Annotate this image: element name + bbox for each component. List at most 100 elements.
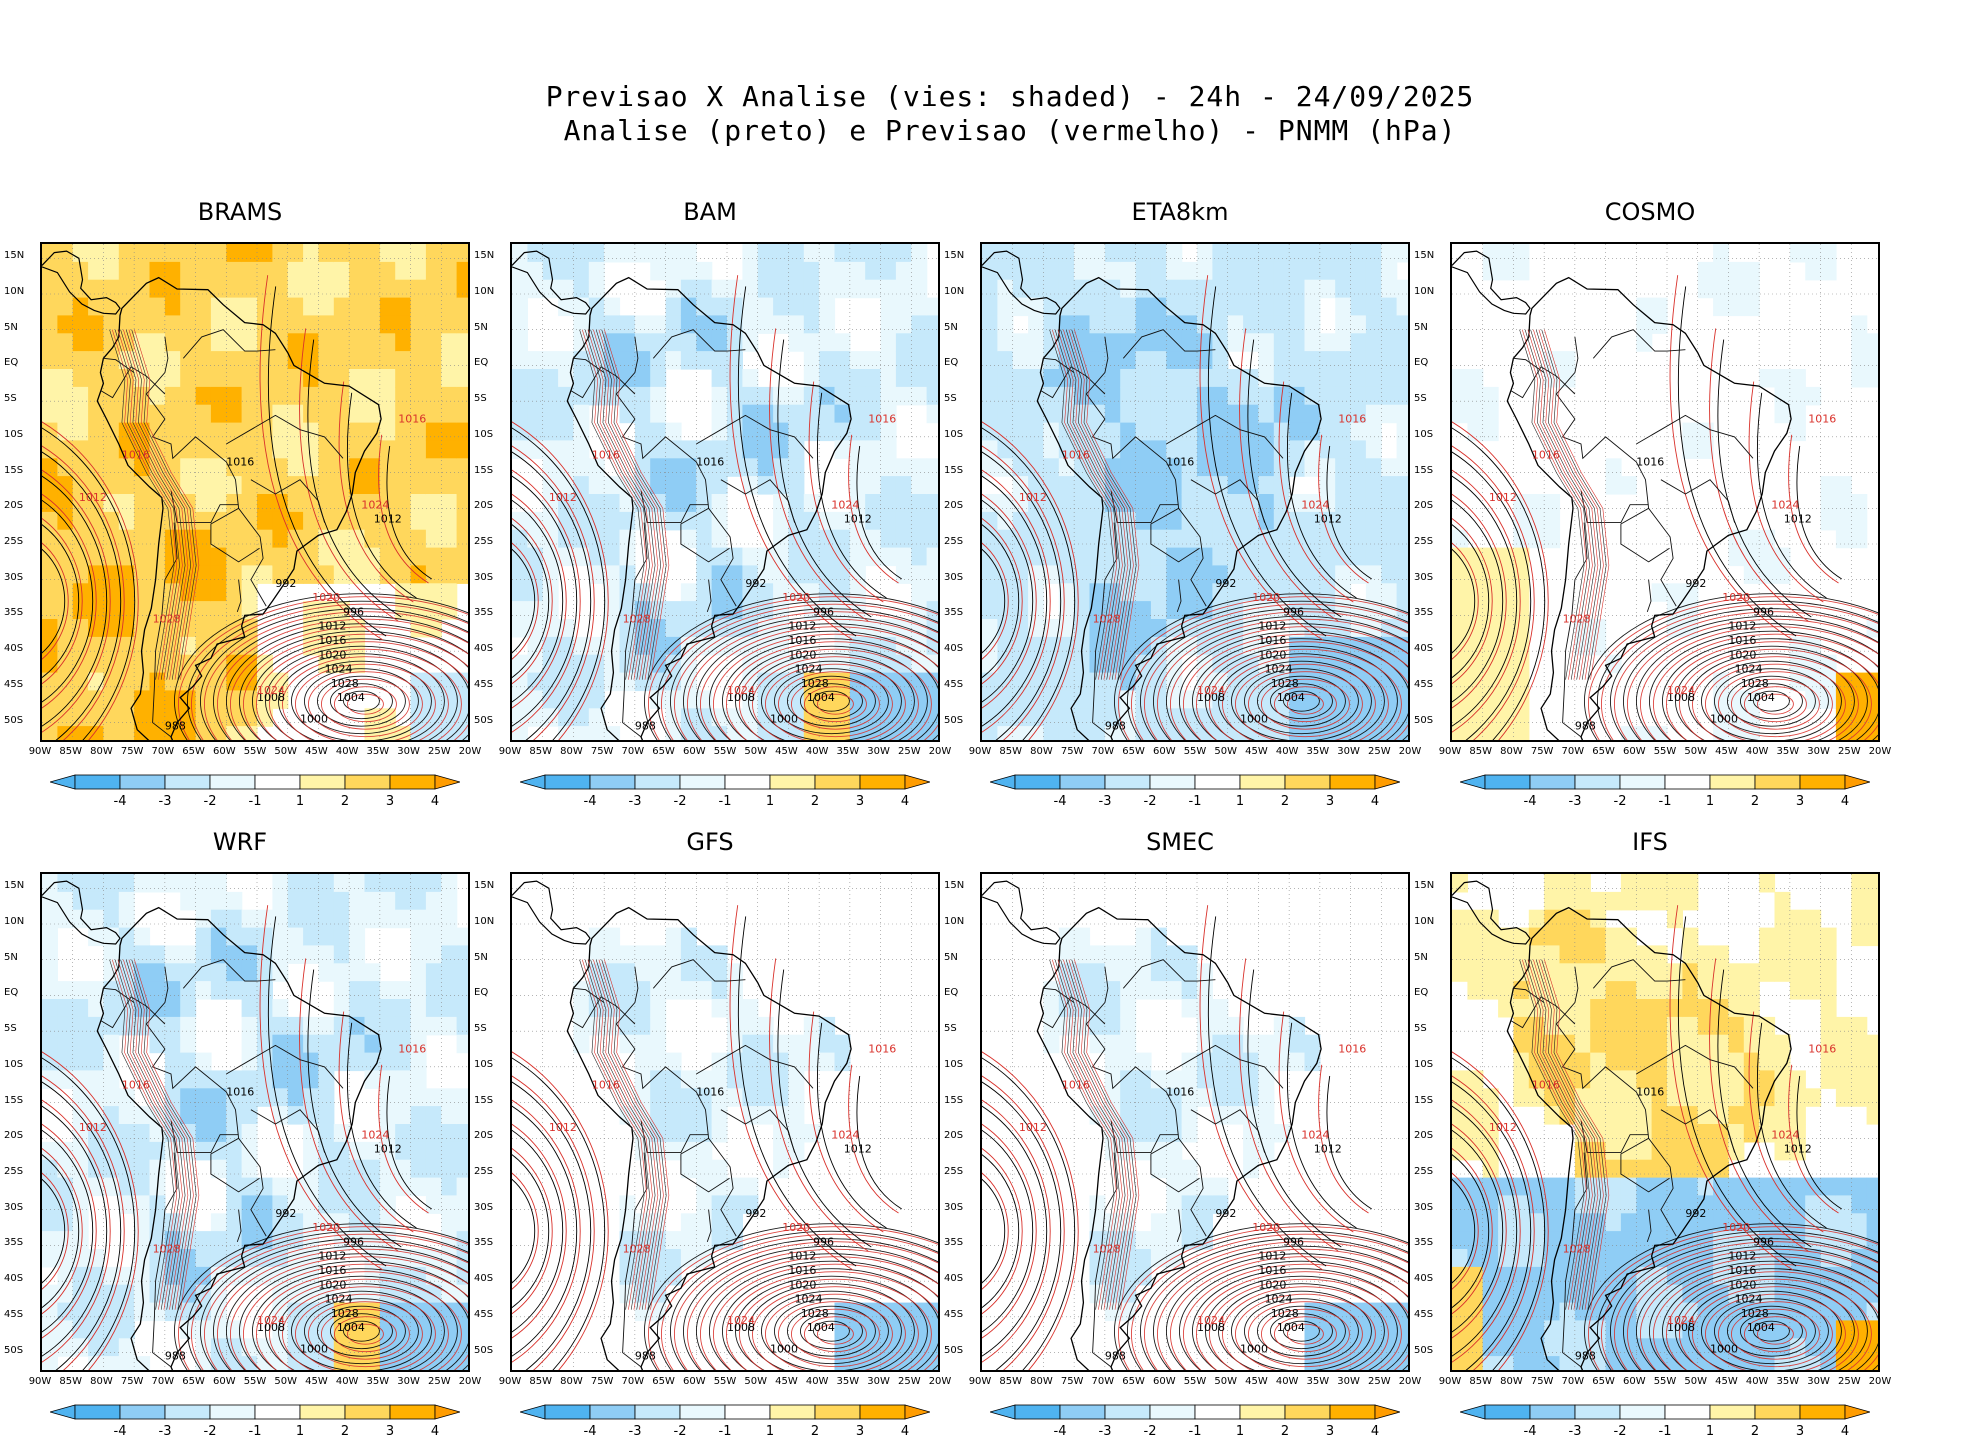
- colorbar-label: -2: [1144, 1424, 1157, 1439]
- analysis-isobar-label: 1000: [1240, 1343, 1268, 1356]
- latitude-label: 25S: [474, 1166, 493, 1177]
- longitude-label: 40W: [1276, 1376, 1299, 1387]
- analysis-isobar-label: 996: [813, 1235, 834, 1248]
- longitude-label: 60W: [683, 746, 706, 757]
- longitude-label: 35W: [837, 746, 860, 757]
- panel-title: GFS: [470, 828, 950, 856]
- colorbar-segment: [165, 1405, 210, 1419]
- colorbar-segment: [1620, 775, 1665, 789]
- analysis-isobar: [982, 1123, 1033, 1339]
- longitude-label: 70W: [1092, 746, 1115, 757]
- longitude-label: 65W: [1122, 746, 1145, 757]
- colorbar-label: -3: [159, 794, 172, 809]
- longitude-label: 40W: [1276, 746, 1299, 757]
- figure-title-line-1: Previsao X Analise (vies: shaded) - 24h …: [0, 80, 1964, 113]
- latitude-label: 40S: [1414, 1273, 1433, 1284]
- colorbar-label: -3: [1099, 1424, 1112, 1439]
- latitude-label: 30S: [474, 1202, 493, 1213]
- colorbar-segment: [345, 1405, 390, 1419]
- colorbar-label: -2: [674, 1424, 687, 1439]
- latitude-label: 25S: [474, 536, 493, 547]
- colorbar-label: -1: [719, 1424, 732, 1439]
- colorbar-segment: [1015, 775, 1060, 789]
- latitude-label: 25S: [4, 536, 23, 547]
- forecast-isobar-label: 1024: [831, 498, 859, 511]
- latitude-label: 20S: [1414, 500, 1433, 511]
- analysis-isobar-label: 1012: [1784, 1143, 1812, 1156]
- latitude-label: 40S: [944, 643, 963, 654]
- longitude-label: 60W: [683, 1376, 706, 1387]
- analysis-isobar-label: 1016: [788, 1264, 816, 1277]
- longitude-label: 80W: [1030, 746, 1053, 757]
- analysis-isobar-label: 992: [1685, 577, 1706, 590]
- latitude-label: 40S: [1414, 643, 1433, 654]
- colorbar-label: 1: [766, 794, 774, 809]
- colorbar-segment: [255, 1405, 300, 1419]
- colorbar-arrow-low: [990, 775, 1015, 789]
- longitude-label: 60W: [1153, 746, 1176, 757]
- latitude-label: 10N: [474, 916, 494, 927]
- longitude-label: 60W: [1623, 746, 1646, 757]
- analysis-isobar: [982, 1075, 1061, 1372]
- forecast-isobar-label: 1016: [398, 1043, 426, 1056]
- latitude-label: 45S: [944, 679, 963, 690]
- longitude-label: 40W: [806, 746, 829, 757]
- latitude-label: 40S: [474, 1273, 493, 1284]
- forecast-isobar-label: 1012: [1489, 1121, 1517, 1134]
- forecast-isobar-label: 1020: [1722, 591, 1750, 604]
- longitude-label: 45W: [305, 1376, 328, 1387]
- colorbar-segment: [815, 1405, 860, 1419]
- forecast-isobar-label: 1028: [1563, 613, 1591, 626]
- analysis-isobar-label: 988: [1575, 720, 1596, 733]
- analysis-isobar-label: 1004: [1277, 1321, 1305, 1334]
- analysis-isobar-label: 992: [1215, 577, 1236, 590]
- central-america-coastline: [512, 881, 590, 944]
- colorbar-label: -3: [1099, 794, 1112, 809]
- longitude-label: 60W: [213, 1376, 236, 1387]
- latitude-label: 30S: [1414, 572, 1433, 583]
- analysis-isobar-label: 1012: [1728, 620, 1756, 633]
- colorbar-segment: [1575, 775, 1620, 789]
- latitude-label: 5N: [944, 952, 958, 963]
- latitude-label: 40S: [4, 1273, 23, 1284]
- analysis-isobar-label: 1012: [374, 513, 402, 526]
- colorbar-label: 2: [811, 1424, 819, 1439]
- longitude-label: 65W: [182, 1376, 205, 1387]
- colorbar-segment: [1800, 1405, 1845, 1419]
- latitude-label: 10N: [944, 286, 964, 297]
- colorbar-label: -1: [1189, 794, 1202, 809]
- forecast-isobar-label: 1016: [1808, 413, 1836, 426]
- longitude-label: 80W: [90, 746, 113, 757]
- latitude-label: 5N: [944, 322, 958, 333]
- latitude-label: 15S: [1414, 1095, 1433, 1106]
- colorbar-segment: [210, 775, 255, 789]
- analysis-isobar-label: 1004: [1277, 691, 1305, 704]
- latitude-label: 10S: [1414, 1059, 1433, 1070]
- latitude-label: 15N: [1414, 880, 1434, 891]
- analysis-isobar: [982, 1171, 1005, 1291]
- colorbar-segment: [1485, 775, 1530, 789]
- longitude-label: 45W: [1245, 746, 1268, 757]
- colorbar-segment: [770, 1405, 815, 1419]
- longitude-label: 25W: [898, 1376, 921, 1387]
- forecast-isobar-label: 1016: [1532, 448, 1560, 461]
- analysis-isobar-label: 1020: [1728, 648, 1756, 661]
- colorbar-label: -1: [249, 1424, 262, 1439]
- colorbar-arrow-high: [1375, 775, 1400, 789]
- central-america-coastline: [982, 881, 1060, 944]
- colorbar: [990, 774, 1400, 790]
- forecast-isobar-label: 1016: [1808, 1043, 1836, 1056]
- analysis-isobar-label: 1012: [1784, 513, 1812, 526]
- colorbar-arrow-high: [1375, 1405, 1400, 1419]
- analysis-isobar-label: 996: [813, 605, 834, 618]
- forecast-isobar: [982, 1069, 1064, 1372]
- latitude-label: 5S: [474, 393, 487, 404]
- longitude-label: 25W: [428, 1376, 451, 1387]
- map-canvas: 1012101610201024102810041000996992101298…: [512, 244, 940, 742]
- analysis-isobar-label: 996: [1753, 605, 1774, 618]
- forecast-isobar-label: 1024: [361, 1128, 389, 1141]
